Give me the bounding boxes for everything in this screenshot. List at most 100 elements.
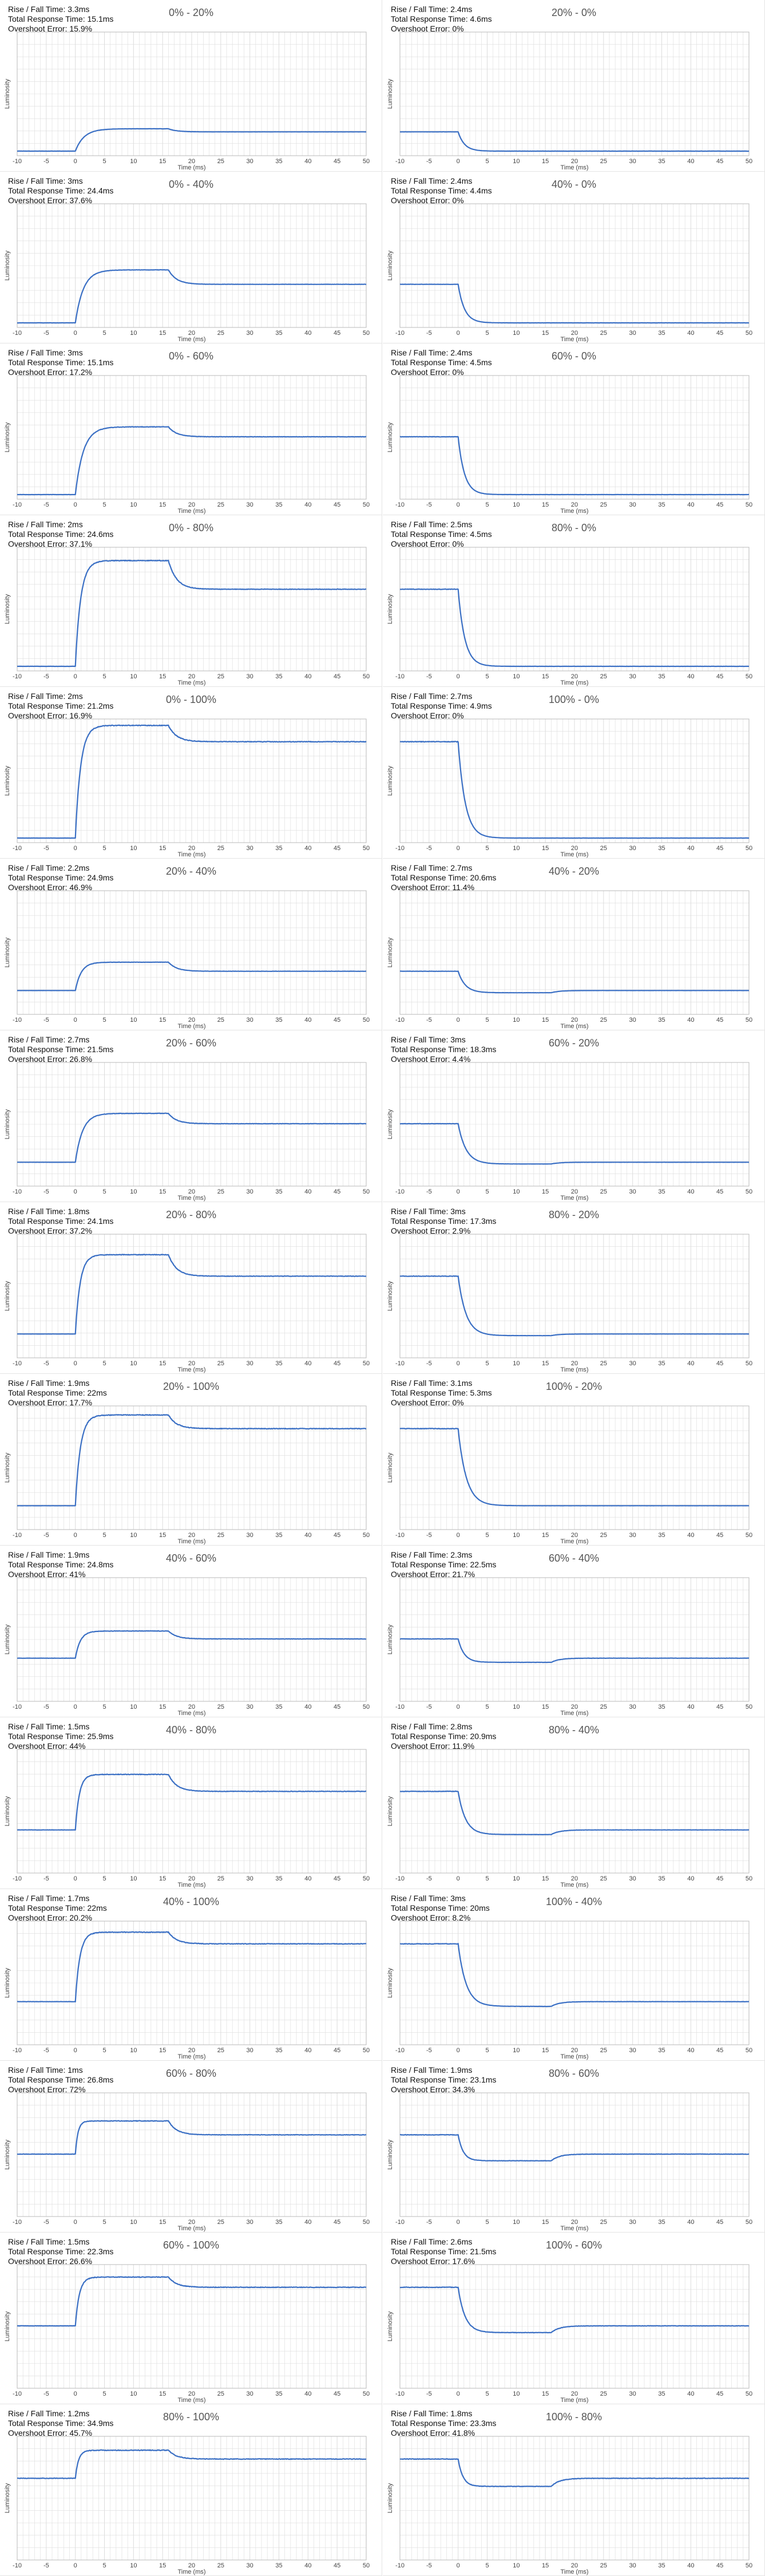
chart-title: 80% - 60% [548,2068,600,2079]
x-tick-label: -5 [43,1532,49,1539]
plot-frame [399,375,750,500]
luminosity-series-line [399,970,750,994]
x-tick-label: 45 [334,2562,340,2569]
x-tick-label: 35 [658,501,665,508]
x-tick-label: 20 [188,501,195,508]
x-tick-label: 20 [571,501,578,508]
x-tick-label: 0 [74,1188,77,1195]
x-tick-label: 35 [658,2047,665,2054]
x-tick-label: -10 [13,673,22,680]
x-tick-label: -10 [13,2219,22,2226]
plot-frame [17,547,367,671]
luminosity-series-line [399,283,750,324]
x-tick-label: 35 [658,1188,665,1195]
stat-rise-fall: Rise / Fall Time: 3ms [8,176,83,185]
response-stats: Rise / Fall Time: 2.4ms Total Response Ti… [391,176,492,206]
response-stats: Rise / Fall Time: 2.7ms Total Response Ti… [8,1035,113,1064]
x-tick-label: 45 [716,2219,723,2226]
x-tick-label: -5 [43,1360,49,1367]
x-tick-label: -10 [395,2047,405,2054]
stat-total: Total Response Time: 4.5ms [391,358,492,367]
response-chart-panel: Rise / Fall Time: 2.7ms Total Response Ti… [383,859,765,1030]
x-tick-label: 15 [159,2047,166,2054]
x-tick-label: -5 [426,1188,432,1195]
x-tick-label: 35 [275,673,282,680]
plot-frame [17,31,367,156]
x-tick-label: -5 [426,673,432,680]
x-tick-label: 10 [513,330,520,337]
x-tick-label: -10 [13,1704,22,1710]
x-axis-label: Time (ms) [560,1195,588,1202]
x-tick-label: 15 [159,1875,166,1882]
stat-total: Total Response Time: 4.4ms [391,186,492,195]
y-axis-label: Luminosity [4,2139,11,2170]
luminosity-series-line [399,2286,750,2334]
stat-total: Total Response Time: 4.6ms [391,14,492,23]
chart-title: 40% - 100% [162,1896,220,1907]
x-tick-label: 5 [102,2391,106,2397]
x-tick-label: 0 [74,2047,77,2054]
x-tick-label: -5 [426,1532,432,1539]
y-axis-label: Luminosity [4,250,11,280]
x-tick-label: 0 [457,2391,460,2397]
x-tick-label: 30 [247,1704,253,1710]
x-tick-label: 25 [217,1188,224,1195]
plot-frame [17,1749,367,1874]
x-tick-label: 20 [571,673,578,680]
line-chart: -10 -5 0 5 10 15 20 25 30 35 40 45 50 Time (ms) Lumino… [4,2092,370,2232]
stat-rise-fall: Rise / Fall Time: 2.7ms [391,863,473,872]
line-chart: -10 -5 0 5 10 15 20 25 30 35 40 45 50 Time (ms) Lumino… [387,2092,752,2232]
x-axis-label: Time (ms) [177,1366,205,1373]
x-tick-label: -5 [43,501,49,508]
x-tick-label: 15 [159,1532,166,1539]
x-tick-label: 50 [363,2047,370,2054]
x-tick-label: -5 [43,158,49,165]
x-tick-label: -10 [395,1360,405,1367]
x-tick-label: -10 [13,2391,22,2397]
x-tick-label: 10 [130,2391,137,2397]
line-chart: -10 -5 0 5 10 15 20 25 30 35 40 45 50 Time (ms) Lumino… [387,1921,752,2060]
x-tick-label: 40 [304,1017,311,1024]
x-tick-label: 5 [102,1360,106,1367]
x-tick-label: 20 [188,2047,195,2054]
x-tick-label: 30 [629,2219,636,2226]
x-axis-label: Time (ms) [560,164,588,171]
response-chart-panel: Rise / Fall Time: 3ms Total Response Time… [383,1889,765,2061]
x-tick-label: 45 [334,673,340,680]
stat-rise-fall: Rise / Fall Time: 1.9ms [8,1550,90,1559]
x-tick-label: -10 [395,501,405,508]
stat-rise-fall: Rise / Fall Time: 2.2ms [8,863,90,872]
x-tick-label: 25 [600,158,607,165]
stat-total: Total Response Time: 26.8ms [8,2075,114,2084]
x-tick-label: -10 [395,330,405,337]
x-tick-label: 10 [513,2562,520,2569]
plot-frame [17,1921,367,2045]
stat-total: Total Response Time: 15.1ms [8,358,114,367]
y-axis-label: Luminosity [387,422,394,452]
response-stats: Rise / Fall Time: 3ms Total Response Time… [8,176,113,206]
x-tick-label: 25 [217,845,224,852]
x-tick-label: 20 [188,1532,195,1539]
x-tick-label: 40 [687,1532,694,1539]
x-tick-label: 30 [247,1360,253,1367]
x-tick-label: 10 [130,2219,137,2226]
x-tick-label: 30 [247,2391,253,2397]
x-tick-label: 50 [363,2562,370,2569]
stat-overshoot: Overshoot Error: 15.9% [8,24,93,33]
x-tick-label: 30 [629,1532,636,1539]
response-stats: Rise / Fall Time: 3ms Total Response Time… [8,348,113,377]
stat-rise-fall: Rise / Fall Time: 2.7ms [391,692,473,701]
x-tick-label: 20 [571,1704,578,1710]
x-tick-label: 20 [571,2219,578,2226]
x-tick-label: -5 [426,2391,432,2397]
x-tick-label: 0 [457,1017,460,1024]
x-tick-label: 50 [363,2219,370,2226]
stat-total: Total Response Time: 24.4ms [8,186,114,195]
x-tick-label: 5 [485,1017,489,1024]
x-tick-label: 45 [334,2391,340,2397]
x-tick-label: -10 [395,1875,405,1882]
response-stats: Rise / Fall Time: 1.5ms Total Response Ti… [8,1722,113,1751]
stat-overshoot: Overshoot Error: 72% [8,2085,86,2094]
luminosity-series-line [399,2458,750,2487]
chart-title: 100% - 20% [545,1381,603,1392]
